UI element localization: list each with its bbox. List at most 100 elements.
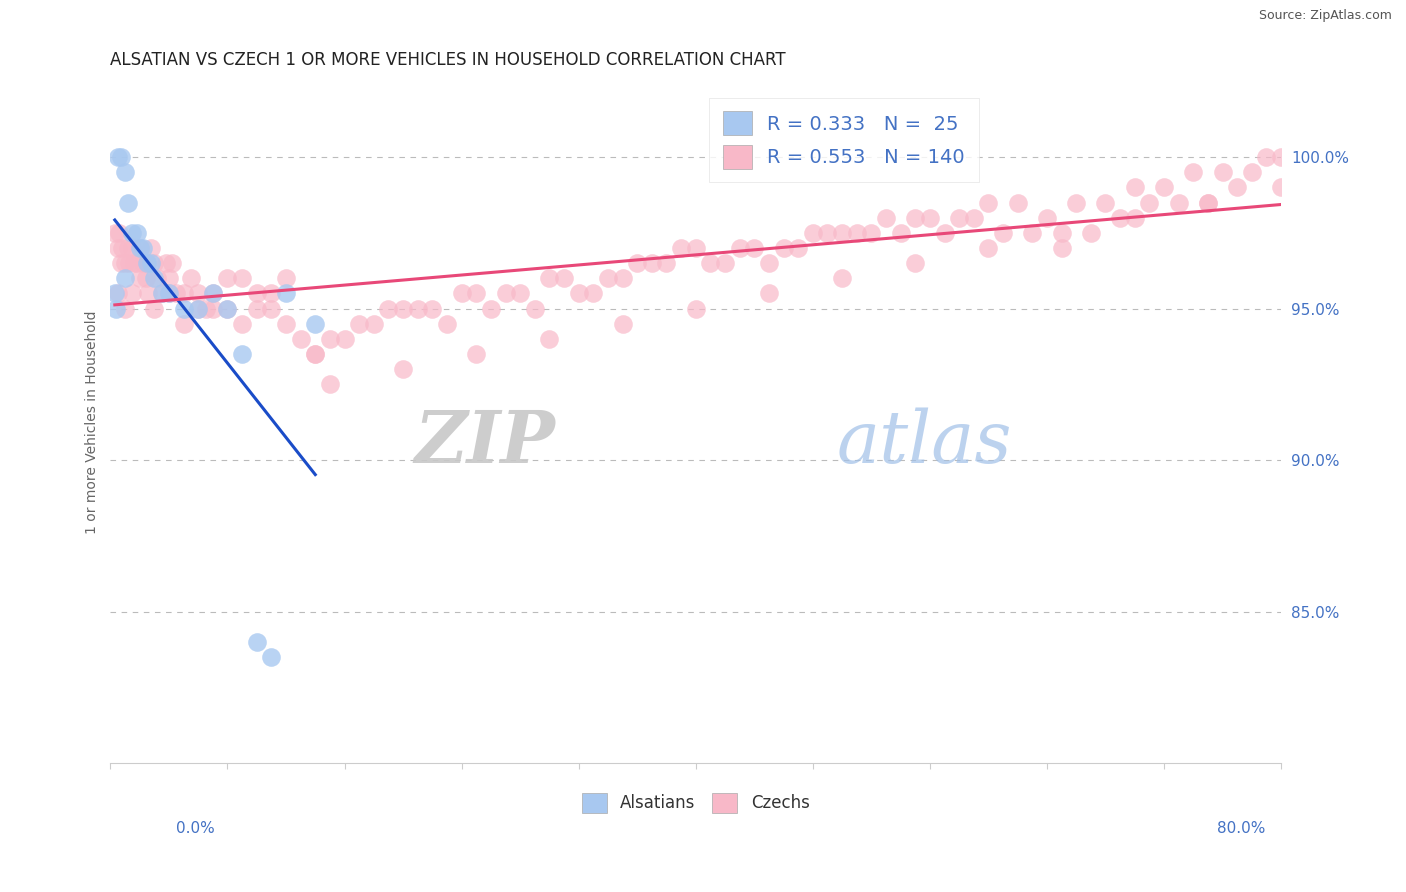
Point: [596, 271, 619, 285]
Point: [117, 195, 139, 210]
Point: [860, 226, 883, 240]
Point: [904, 211, 927, 225]
Point: [1094, 195, 1116, 210]
Point: [963, 211, 986, 225]
Text: Source: ZipAtlas.com: Source: ZipAtlas.com: [1258, 9, 1392, 22]
Point: [108, 226, 131, 240]
Point: [121, 226, 143, 240]
Point: [392, 301, 415, 316]
Point: [105, 301, 128, 316]
Point: [128, 271, 150, 285]
Point: [1256, 150, 1278, 164]
Point: [772, 241, 794, 255]
Point: [977, 241, 1000, 255]
Point: [173, 301, 195, 316]
Point: [107, 150, 129, 164]
Point: [274, 286, 297, 301]
Point: [231, 347, 253, 361]
Point: [121, 241, 143, 255]
Point: [626, 256, 648, 270]
Point: [1197, 195, 1219, 210]
Point: [217, 301, 239, 316]
Point: [1270, 150, 1292, 164]
Point: [612, 271, 634, 285]
Point: [143, 271, 166, 285]
Point: [143, 301, 166, 316]
Point: [201, 286, 224, 301]
Point: [125, 256, 148, 270]
Text: atlas: atlas: [837, 408, 1012, 478]
Point: [1123, 211, 1146, 225]
Point: [117, 241, 139, 255]
Point: [107, 286, 129, 301]
Point: [1137, 195, 1160, 210]
Legend: Alsatians, Czechs: Alsatians, Czechs: [572, 782, 820, 823]
Point: [114, 165, 136, 179]
Point: [131, 241, 153, 255]
Y-axis label: 1 or more Vehicles in Household: 1 or more Vehicles in Household: [86, 310, 100, 534]
Point: [110, 150, 132, 164]
Point: [157, 271, 180, 285]
Point: [1021, 226, 1043, 240]
Point: [1240, 165, 1263, 179]
Point: [422, 301, 444, 316]
Point: [612, 317, 634, 331]
Point: [274, 317, 297, 331]
Point: [1270, 180, 1292, 194]
Point: [495, 286, 517, 301]
Point: [436, 317, 458, 331]
Point: [157, 286, 180, 301]
Point: [136, 256, 159, 270]
Point: [890, 226, 912, 240]
Point: [406, 301, 429, 316]
Point: [875, 211, 897, 225]
Point: [194, 301, 217, 316]
Point: [231, 271, 253, 285]
Point: [107, 241, 129, 255]
Point: [128, 241, 150, 255]
Point: [1153, 180, 1175, 194]
Point: [582, 286, 605, 301]
Point: [934, 226, 956, 240]
Point: [831, 271, 853, 285]
Point: [509, 286, 531, 301]
Point: [347, 317, 370, 331]
Point: [801, 226, 824, 240]
Point: [201, 301, 224, 316]
Point: [523, 301, 546, 316]
Point: [231, 317, 253, 331]
Point: [787, 241, 810, 255]
Point: [991, 226, 1014, 240]
Point: [104, 286, 127, 301]
Point: [904, 256, 927, 270]
Point: [304, 317, 326, 331]
Point: [141, 241, 163, 255]
Point: [1167, 195, 1189, 210]
Point: [118, 256, 141, 270]
Point: [450, 286, 472, 301]
Point: [1182, 165, 1205, 179]
Point: [173, 317, 195, 331]
Point: [817, 226, 839, 240]
Point: [114, 301, 136, 316]
Point: [143, 256, 166, 270]
Point: [111, 241, 134, 255]
Point: [465, 286, 488, 301]
Point: [319, 377, 342, 392]
Point: [948, 211, 970, 225]
Point: [304, 347, 326, 361]
Point: [165, 286, 187, 301]
Point: [121, 286, 143, 301]
Point: [538, 271, 561, 285]
Point: [246, 301, 269, 316]
Point: [1123, 180, 1146, 194]
Point: [918, 211, 941, 225]
Point: [1197, 195, 1219, 210]
Point: [319, 332, 342, 346]
Point: [146, 271, 169, 285]
Point: [333, 332, 356, 346]
Point: [173, 286, 195, 301]
Point: [187, 286, 209, 301]
Point: [187, 301, 209, 316]
Point: [217, 301, 239, 316]
